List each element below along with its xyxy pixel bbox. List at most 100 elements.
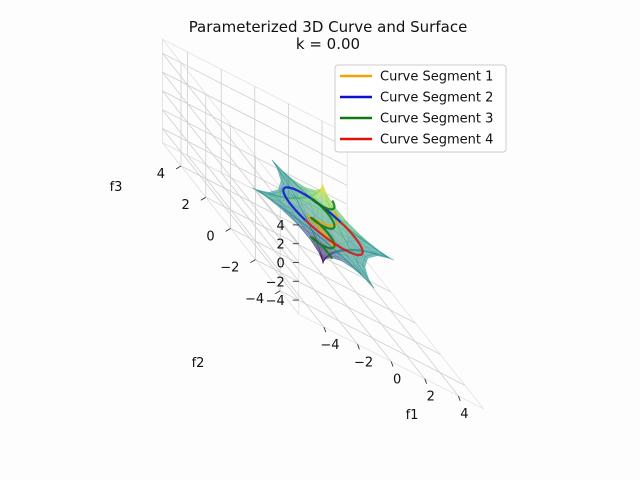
y-tick-label: 2 [182,198,190,213]
y-tick-label: 0 [206,229,214,244]
surface-patch [256,189,272,196]
z-tick-label: 2 [277,238,285,253]
curve-segment-3 [309,197,336,260]
surface-patch [338,229,353,255]
y-axis-label: f2 [192,356,205,371]
surface-patch [373,251,390,259]
surface-patch [315,189,323,197]
surface-patch [341,220,362,238]
z-tick-label: −4 [266,294,285,309]
surface-patch [256,189,273,202]
curve-segment-4 [304,219,364,257]
surface-patch [364,253,378,259]
surface-patch [335,245,361,273]
surface-patch [314,189,321,195]
legend-label-4: Curve Segment 4 [380,133,493,148]
surface-patch [281,206,312,230]
surface-patch [337,225,350,250]
surface-patch [362,271,372,285]
surface-patch [346,255,360,271]
gridline-floor-x [288,206,426,379]
surface-patch [345,260,364,277]
surface-patch [323,258,327,262]
surface-patch [282,171,297,186]
surface-patch [277,168,284,184]
surface-patch [365,250,385,257]
surface-patch [322,260,324,264]
surface-patch [262,193,289,212]
surface-patch [362,276,372,286]
surface-patch [355,259,367,278]
surface-patch [323,186,326,196]
surface-patch [365,276,375,289]
surface-patch [271,159,281,172]
surface-patch [282,209,301,227]
y-tick-mark [250,259,256,263]
surface-patch [332,247,355,268]
surface-patch [322,261,324,264]
surface-patch [353,234,375,249]
surface-patch [306,190,317,196]
surface-patch [272,159,286,175]
surface-patch [373,246,390,259]
surface-patch [383,253,394,261]
surface-patch [271,191,289,202]
surface-patch [309,227,339,253]
y-tick-label: −2 [220,261,239,276]
surface-patch [286,212,308,232]
surface-patch [304,186,317,193]
surface-patch [291,185,315,215]
surface-patch [374,252,390,259]
surface-patch [318,252,324,262]
surface-patch [258,191,282,208]
surface-patch [322,186,326,197]
surface-patch [364,253,378,259]
gridline-back-z [162,71,348,168]
surface-patch [314,189,321,191]
surface-patch [373,253,389,259]
surface-patch [274,163,284,177]
surface-patch [293,193,310,220]
surface-patch [359,235,379,251]
surface-patch [293,180,310,192]
x-tick-label: −4 [320,338,339,353]
surface-patch [279,205,310,229]
surface-patch [319,190,326,202]
surface-patch [355,248,366,265]
y-tick-mark [274,290,281,295]
surface-patch [258,191,282,207]
surface-patch [314,189,321,197]
x-tick-label: 4 [460,407,468,422]
surface-patch [268,189,282,195]
surface-patch [311,190,321,199]
surface-patch [383,254,394,261]
legend-label-2: Curve Segment 2 [380,91,493,106]
gridline-floor-x [321,224,459,397]
x-tick-mark [323,326,327,333]
surface-patch [320,246,327,258]
surface-patch [322,186,328,196]
surface-patch [323,187,327,197]
surface-patch [303,195,316,200]
x-axis-label: f1 [406,408,419,423]
surface-patch [323,256,328,262]
surface-patch [320,251,323,261]
surface-patch [340,260,353,268]
surface-patch [311,240,321,254]
surface-patch [288,211,315,234]
x-tick-label: 2 [427,390,435,405]
surface-patch [293,193,308,219]
x-tick-label: 0 [393,373,401,388]
surface-patch [320,192,327,208]
surface-patch [271,159,276,165]
surface-patch [322,261,324,264]
surface-patch [297,219,319,240]
y-tick-label: 4 [157,167,165,182]
x-tick-mark [357,344,360,350]
surface-patch [282,209,301,227]
surface-patch [323,256,326,263]
y-tick-mark [175,165,182,170]
surface-patch [323,186,328,196]
